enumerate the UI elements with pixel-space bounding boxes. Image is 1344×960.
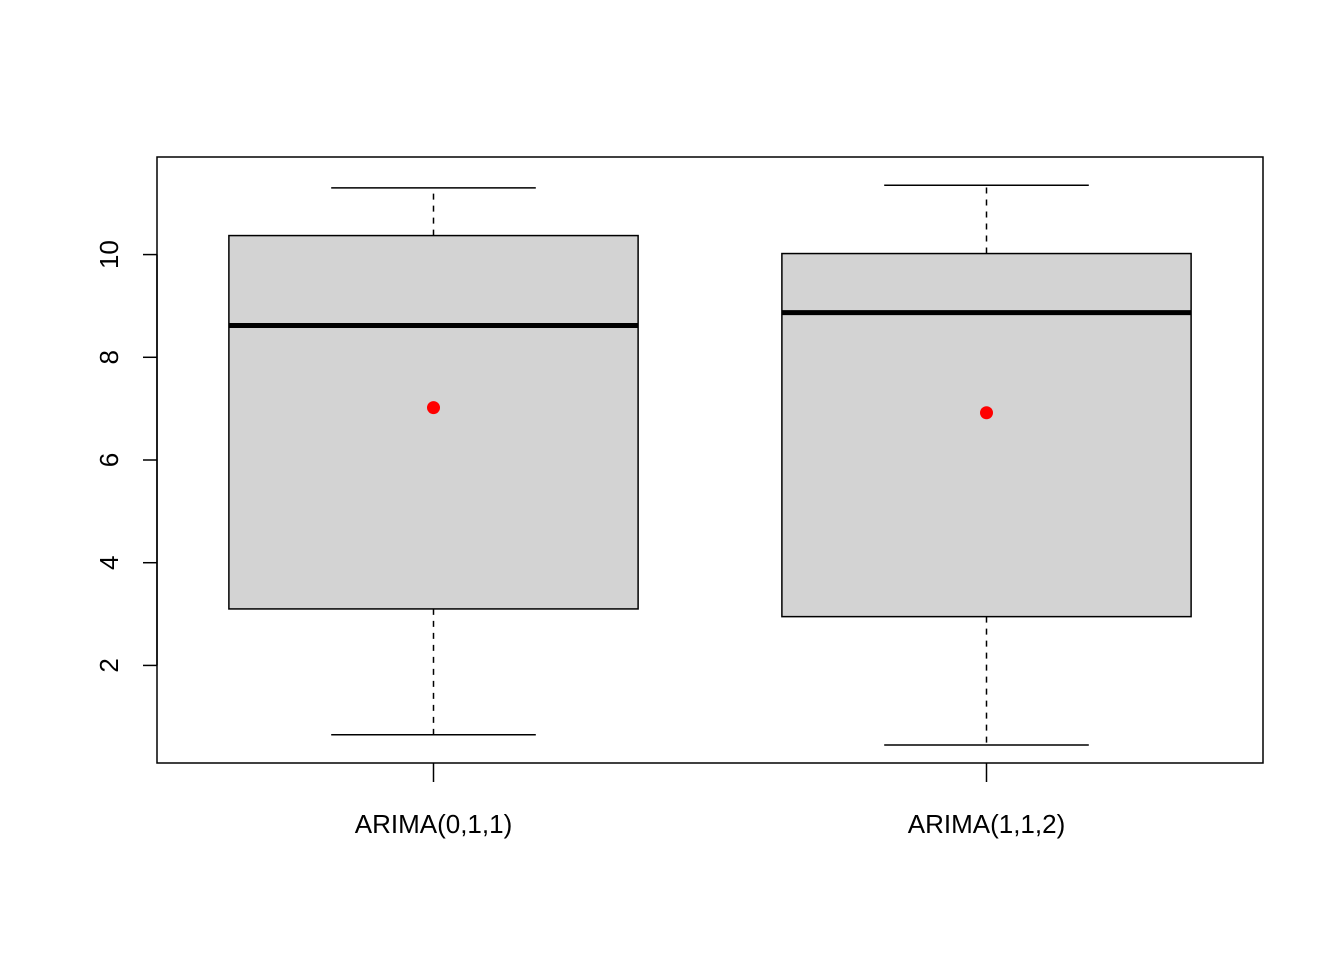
y-tick-label: 4 [94,555,124,569]
iqr-box [228,234,639,610]
x-tick-label: ARIMA(0,1,1) [355,809,513,839]
y-tick-label: 6 [94,453,124,467]
boxes [228,184,1192,746]
y-tick-label: 8 [94,350,124,364]
y-tick-label: 10 [94,240,124,269]
iqr-box [781,252,1192,618]
x-tick-label: ARIMA(1,1,2) [908,809,1066,839]
y-axis: 2 4 6 8 10 [94,240,158,673]
x-axis: ARIMA(0,1,1) ARIMA(1,1,2) [355,763,1066,839]
mean-point [427,401,440,415]
mean-point [980,406,993,420]
y-tick-label: 2 [94,658,124,672]
